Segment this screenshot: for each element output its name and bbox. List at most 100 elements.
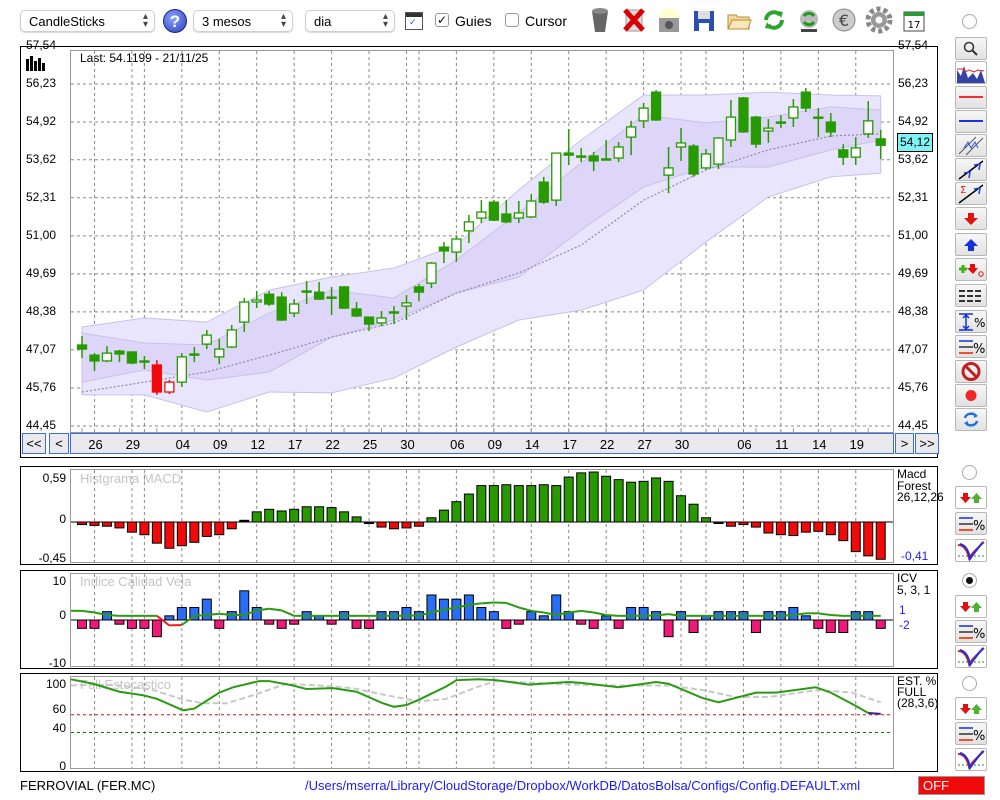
buy-arrow-button[interactable] [955,233,987,256]
curves-icon [957,750,985,771]
stochastic-panel[interactable] [20,673,938,772]
lines-percent-button[interactable]: % [955,335,987,358]
chevron-updown-icon: ▴ ▾ [142,11,148,30]
macd-plot-area[interactable] [70,469,894,563]
price-tick-label: 56,23 [25,76,56,90]
grid-lines-button[interactable] [955,284,987,307]
icv-plot-area[interactable] [70,573,894,667]
icv-curves-button[interactable] [955,645,987,668]
stochastic-signals-button[interactable] [955,697,987,720]
icv-tick-label: 0 [59,608,66,622]
lines-percent-icon: % [959,340,985,357]
price-tick-label-right: 47,07 [898,341,929,356]
period-select[interactable]: 3 mesos ▴ ▾ [193,10,293,32]
trash-icon[interactable] [586,6,614,34]
macd-panel[interactable] [20,466,938,565]
icv-signals-button[interactable] [955,595,987,618]
overview-chart-button[interactable] [955,61,987,84]
sync-button[interactable] [955,408,987,431]
clear-button[interactable] [955,360,987,383]
stochastic-plot-area[interactable] [70,676,894,769]
gear-icon[interactable] [865,6,893,34]
switch-icon[interactable] [795,6,823,34]
main-panel-radio[interactable] [962,14,977,29]
prohibited-icon [961,362,981,381]
price-tick-label: 47,07 [25,341,56,356]
blue-line-icon [959,120,983,122]
prev-page-button[interactable]: < [49,433,69,454]
record-button[interactable] [955,384,987,407]
date-scrollbar[interactable]: 26 29 04 09 12 17 22 25 30 06 09 14 17 22 27 30 06 11 14 19 [70,433,894,454]
macd-title: Histgrama MACD [80,471,182,486]
last-price-label: Last: 54.1199 - 21/11/25 [80,51,209,65]
next-page-button[interactable]: > [895,433,914,454]
macd-levels-button[interactable]: % [955,512,987,535]
stochastic-curves-button[interactable] [955,748,987,771]
add-remove-signals-button[interactable] [955,258,987,281]
plus-arrow-icon [959,264,984,277]
window-chart-icon[interactable]: ✓ [405,12,423,30]
refresh-icon[interactable] [760,6,788,34]
range-percent-button[interactable]: % [955,310,987,333]
price-tick-label-right: 51,00 [898,227,929,242]
save-icon[interactable] [690,6,718,34]
main-chart-panel[interactable] [20,46,938,458]
camera-icon[interactable] [655,6,683,34]
price-tick-label: 57,54 [25,38,56,52]
macd-panel-radio[interactable] [962,465,977,480]
interval-select[interactable]: dia ▴ ▾ [305,10,395,32]
icv-value-1: 1 [899,603,906,617]
trend-line-button[interactable] [955,158,987,181]
blue-line-button[interactable] [955,110,987,133]
channel-button[interactable] [955,134,987,157]
price-tick-label: 51,00 [25,227,56,242]
date-tick-label: 14 [525,437,540,452]
price-tick-label: 44,45 [25,417,56,432]
help-icon[interactable]: ? [163,9,187,33]
cursor-checkbox[interactable] [505,13,519,27]
sigma-line-button[interactable]: Σ [955,182,987,205]
delete-icon[interactable] [620,6,648,34]
icv-params: 5, 3, 1 [897,583,931,597]
sell-arrow-button[interactable] [955,207,987,230]
off-toggle-button[interactable]: OFF [918,776,985,795]
macd-signals-button[interactable] [955,486,987,509]
last-page-button[interactable]: >> [915,433,939,454]
stochastic-tick-label: 0 [59,759,66,773]
macd-tick-label: 0,59 [42,471,66,485]
icv-panel-radio[interactable] [962,573,977,588]
stochastic-levels-button[interactable]: % [955,722,987,745]
date-tick-label: 14 [812,437,827,452]
price-tick-label-right: 52,31 [898,189,929,204]
svg-text:Σ: Σ [960,185,966,196]
price-tick-label-right: 45,76 [898,379,929,394]
price-tick-label-right: 56,23 [898,76,929,90]
red-circle-icon [965,390,977,401]
config-path-link[interactable]: /Users/mserra/Library/CloudStorage/Dropb… [305,778,861,793]
stochastic-panel-radio[interactable] [962,676,977,691]
sigma-icon: Σ [958,184,984,204]
euro-icon[interactable]: € [830,6,858,34]
calendar-day: 17 [908,20,921,31]
bar-chart-icon[interactable] [26,55,46,74]
icv-levels-button[interactable]: % [955,620,987,643]
icv-panel[interactable] [20,570,938,669]
first-page-button[interactable]: << [22,433,46,454]
macd-tick-label: 0 [59,512,66,526]
date-tick-label: 06 [737,437,752,452]
down-up-arrows-icon [960,602,982,612]
guides-checkbox[interactable]: ✓ [435,13,449,27]
price-tick-label-right: 48,38 [898,303,929,318]
zoom-button[interactable] [955,37,987,60]
calendar-icon[interactable]: 17 [900,6,928,34]
chart-type-select[interactable]: CandleSticks ▴ ▾ [20,10,155,32]
macd-curves-button[interactable] [955,539,987,562]
macd-last-value: -0,41 [901,549,929,563]
main-plot-area[interactable] [70,50,894,433]
date-tick-label: 29 [125,437,141,452]
date-tick-label: 19 [849,437,864,452]
folder-icon[interactable] [725,6,753,34]
stochastic-title: Full Estocastico [80,677,172,692]
svg-text:€: € [839,11,849,30]
red-line-button[interactable] [955,86,987,109]
